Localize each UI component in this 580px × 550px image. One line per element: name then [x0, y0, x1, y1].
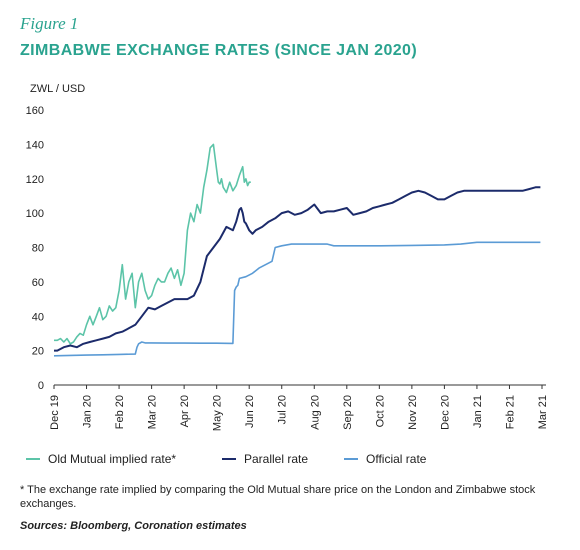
y-tick-label: 100 [26, 208, 44, 220]
y-tick-label: 60 [32, 277, 44, 289]
x-tick-label: Sep 20 [342, 395, 354, 430]
legend-swatch-official [344, 458, 358, 460]
x-tick-label: Mar 21 [537, 395, 549, 429]
series-line-parallel [54, 186, 541, 352]
x-tick-label: Dec 19 [49, 395, 61, 430]
y-tick-labels: 0 20 40 60 80 100 120 140 160 [26, 105, 44, 392]
y-tick-label: 0 [38, 380, 44, 392]
x-tick-label: Nov 20 [407, 395, 419, 430]
legend-swatch-old-mutual [26, 458, 40, 460]
exchange-rate-chart: ZWL / USD 0 20 40 60 80 100 120 140 160 Dec 19 Ja… [26, 83, 549, 431]
y-tick-label: 120 [26, 174, 44, 186]
x-tick-label: Jan 21 [472, 395, 484, 428]
figure-label: Figure 1 [20, 14, 79, 33]
chart-title: ZIMBABWE EXCHANGE RATES (SINCE JAN 2020) [20, 42, 418, 59]
legend-item-old-mutual: Old Mutual implied rate* [26, 452, 176, 466]
x-tick-label: Apr 20 [179, 395, 191, 427]
y-tick-label: 160 [26, 105, 44, 117]
x-tick-label: Feb 20 [114, 395, 126, 429]
y-tick-label: 140 [26, 139, 44, 151]
x-tick-label: Oct 20 [374, 395, 386, 427]
series-line-official [53, 241, 541, 357]
series-lines [53, 143, 541, 357]
y-tick-label: 20 [32, 346, 44, 358]
x-tick-label: May 20 [212, 395, 224, 431]
x-tick-label: Aug 20 [309, 395, 321, 430]
legend-swatch-parallel [222, 458, 236, 460]
legend-label-parallel: Parallel rate [244, 452, 309, 466]
axes [53, 384, 546, 389]
x-tick-label: Jun 20 [244, 395, 256, 428]
legend-item-parallel: Parallel rate [222, 452, 308, 466]
legend-item-official: Official rate [344, 452, 426, 466]
legend-label-old-mutual: Old Mutual implied rate* [48, 452, 177, 466]
legend-label-official: Official rate [366, 452, 427, 466]
x-tick-label: Jul 20 [277, 395, 289, 424]
x-tick-label: Jan 20 [82, 395, 94, 428]
y-axis-label: ZWL / USD [30, 83, 85, 95]
x-tick-label: Feb 21 [504, 395, 516, 429]
footnote: * The exchange rate implied by comparing… [20, 484, 536, 510]
y-tick-label: 80 [32, 243, 44, 255]
x-tick-label: Dec 20 [439, 395, 451, 430]
series-line-old-mutual [54, 143, 251, 345]
source-note: Sources: Bloomberg, Coronation estimates [20, 520, 247, 532]
y-tick-label: 40 [32, 311, 44, 323]
x-tick-label: Mar 20 [147, 395, 159, 429]
x-tick-labels: Dec 19 Jan 20 Feb 20 Mar 20 Apr 20 May 20 Jun … [49, 395, 549, 431]
